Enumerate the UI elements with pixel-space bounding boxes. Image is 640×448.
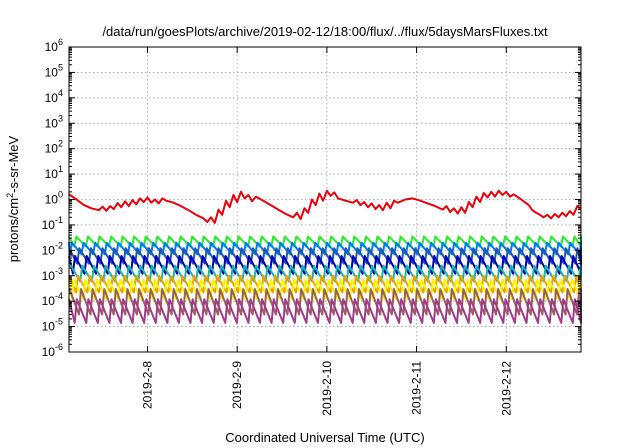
y-tick-label: 10-3: [42, 266, 63, 283]
y-tick-label: 10-5: [42, 317, 63, 334]
y-tick-label: 10-4: [42, 291, 63, 308]
y-tick-label: 103: [45, 113, 63, 130]
y-tick-label: 10-6: [42, 342, 63, 359]
y-axis: 10-6 10-5 10-4 10-3 10-2 10-1 100 101 102 103 104 1…: [42, 37, 581, 359]
y-tick-label: 10-2: [42, 240, 63, 257]
y-tick-label: 106: [45, 37, 63, 54]
x-tick-label: 2019-2-11: [410, 361, 424, 415]
series-line-10: [68, 298, 582, 324]
series-line-9: [68, 288, 582, 316]
x-axis-label: Coordinated Universal Time (UTC): [225, 430, 424, 445]
x-tick-label: 2019-2-10: [320, 361, 334, 416]
x-tick-label: 2019-2-9: [230, 361, 244, 409]
y-tick-label: 101: [45, 164, 63, 181]
x-tick-label: 2019-2-12: [499, 361, 513, 416]
y-tick-label: 100: [45, 190, 63, 207]
series-line-1: [68, 189, 582, 224]
x-axis: 2019-2-8 2019-2-9 2019-2-10 2019-2-11 2019-2…: [140, 47, 513, 416]
series-layer: [68, 189, 582, 324]
series-line-2: [68, 235, 582, 248]
series-line-6: [69, 264, 582, 283]
chart-title: /data/run/goesPlots/archive/2019-02-12/1…: [102, 24, 548, 39]
y-axis-label: protons/cm2-s-sr-MeV: [5, 135, 21, 262]
y-tick-label: 105: [45, 62, 63, 79]
x-tick-label: 2019-2-8: [140, 361, 154, 409]
y-tick-label: 104: [45, 88, 63, 105]
y-tick-label: 102: [45, 139, 63, 156]
y-tick-label: 10-1: [42, 215, 63, 232]
